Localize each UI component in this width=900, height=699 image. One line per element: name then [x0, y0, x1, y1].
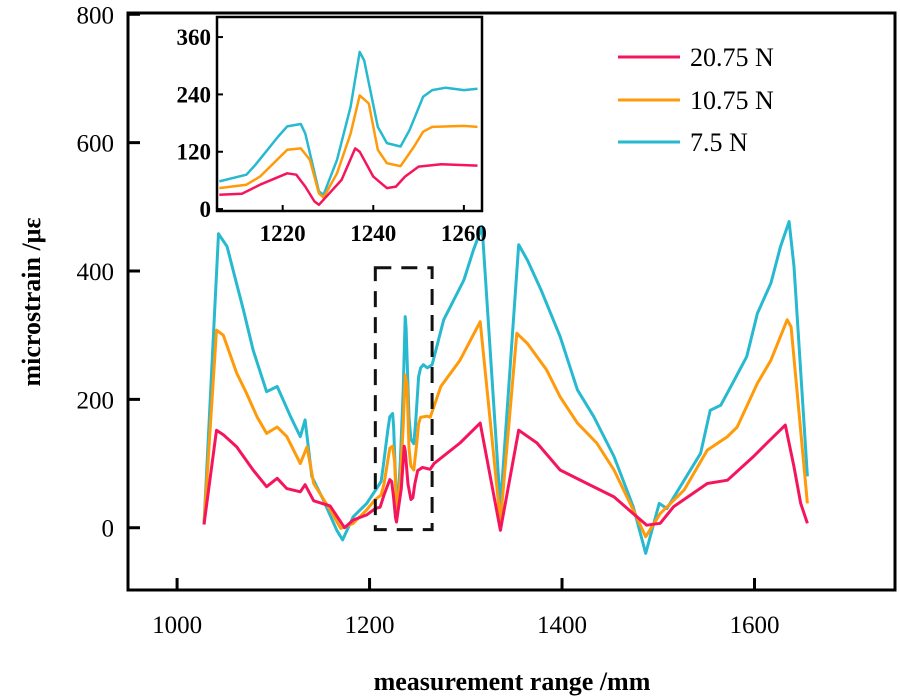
main-plot-frame — [126, 11, 897, 592]
series-line-20-75-n — [202, 421, 809, 532]
x-tick-label: 1200 — [345, 612, 395, 639]
main-plot-lines — [202, 220, 809, 555]
series-line-10-75-n — [202, 318, 809, 539]
inset-axis-ticks: 1220 1240 1260 0 120 240 360 — [177, 25, 487, 246]
inset-y-tick-label: 240 — [177, 82, 212, 107]
x-axis-title: measurement range /mm — [374, 667, 651, 696]
legend-label-10-75n: 10.75 N — [690, 86, 774, 115]
inset-series-line-7-5-n — [218, 50, 478, 197]
x-tick-label: 1600 — [729, 612, 779, 639]
inset-x-tick-label: 1260 — [441, 221, 487, 246]
inset-y-tick-label: 120 — [177, 140, 212, 165]
inset-frame — [215, 15, 484, 213]
inset-y-tick-label: 0 — [200, 197, 212, 222]
y-tick-label: 400 — [77, 259, 115, 286]
legend-label-20-75n: 20.75 N — [690, 43, 774, 72]
inset-x-tick-label: 1220 — [260, 221, 306, 246]
zoom-region-box — [373, 266, 434, 532]
inset-plot-lines — [218, 50, 478, 207]
inset-plot: 1220 1240 1260 0 120 240 360 — [177, 15, 487, 246]
y-tick-label: 200 — [77, 387, 115, 414]
inset-series-line-10-75-n — [219, 94, 478, 199]
y-tick-label: 0 — [102, 516, 115, 543]
inset-y-tick-label: 360 — [177, 25, 212, 50]
x-tick-label: 1000 — [152, 612, 202, 639]
y-tick-label: 600 — [77, 131, 115, 158]
x-tick-label: 1400 — [537, 612, 587, 639]
inset-x-tick-label: 1240 — [350, 221, 396, 246]
y-axis-title: microstrain /με — [17, 217, 46, 386]
legend: 20.75 N 10.75 N 7.5 N — [618, 43, 774, 157]
y-tick-label: 800 — [77, 2, 115, 29]
inset-series-line-20-75-n — [219, 147, 478, 207]
legend-label-7-5n: 7.5 N — [690, 128, 748, 157]
